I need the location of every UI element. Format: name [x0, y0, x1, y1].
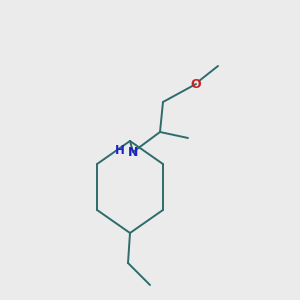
Text: O: O [191, 77, 201, 91]
Text: H: H [115, 143, 125, 157]
Text: N: N [128, 146, 138, 158]
